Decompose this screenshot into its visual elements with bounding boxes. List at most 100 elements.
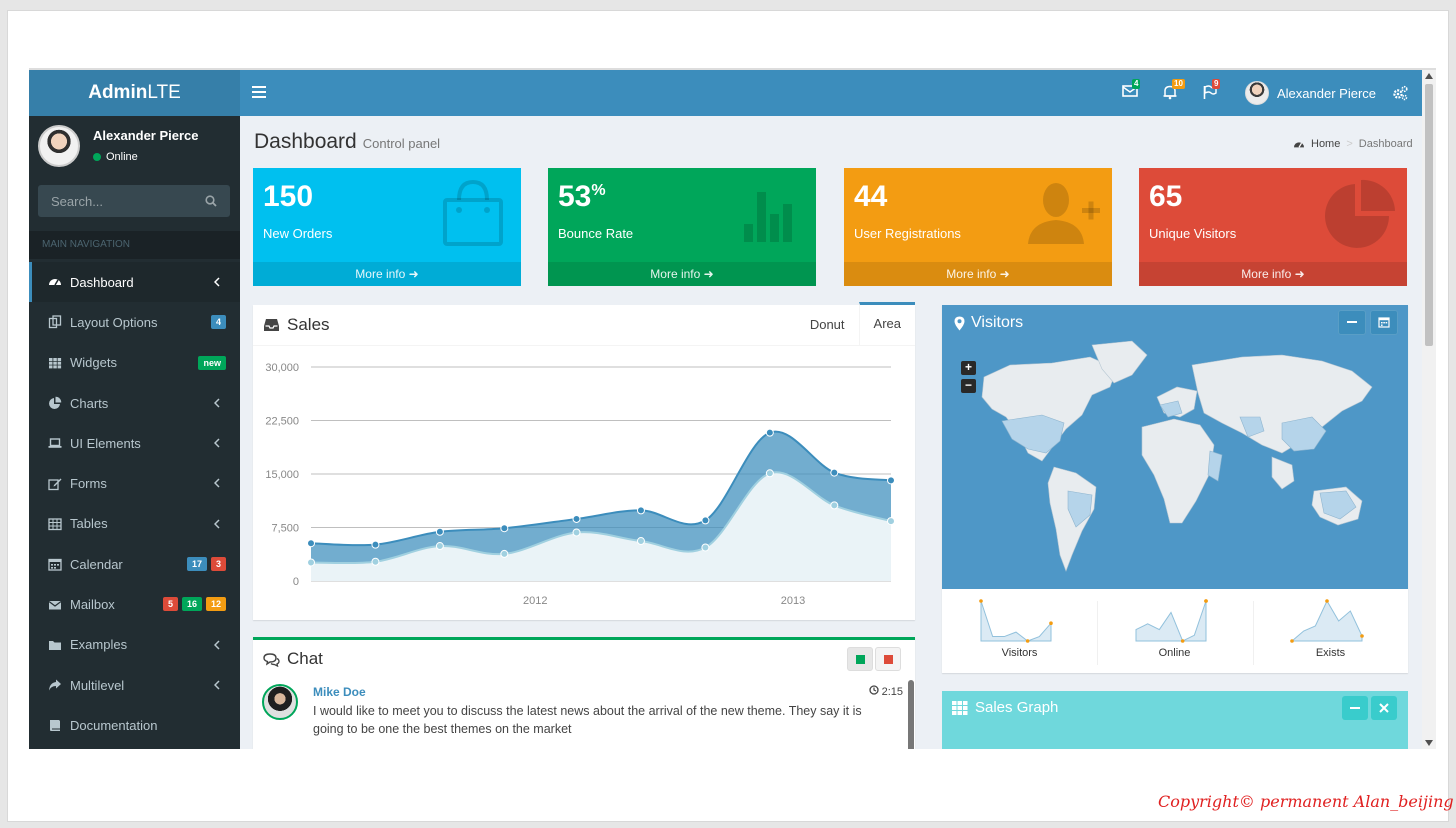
sparkline-point	[1180, 639, 1185, 643]
book-icon	[50, 720, 60, 732]
sidebar-item-widgets[interactable]: Widgets new	[29, 343, 240, 383]
scroll-up-icon[interactable]	[1425, 73, 1433, 79]
user-menu[interactable]: Alexander Pierce	[1245, 81, 1376, 105]
sparkline-point	[1290, 639, 1294, 643]
sparkline-label: Online	[1158, 647, 1191, 659]
avatar	[38, 125, 80, 167]
data-point	[765, 469, 774, 478]
minus-icon	[1350, 707, 1360, 709]
grid-icon	[952, 700, 968, 715]
sidebar-item-label: Examples	[70, 637, 128, 653]
sidebar-item-label: Calendar	[70, 556, 123, 572]
sidebar-item-calendar[interactable]: Calendar 17 3	[29, 544, 240, 584]
gears-icon[interactable]	[1392, 85, 1408, 101]
collapse-button[interactable]	[1342, 696, 1368, 720]
tasks-menu[interactable]: 9	[1202, 79, 1221, 102]
sparkline-point	[1204, 599, 1208, 603]
data-point	[701, 516, 710, 525]
sidebar-item-label: Dashboard	[70, 274, 134, 290]
sparkline-chart	[1290, 599, 1364, 643]
sidebar-item-charts[interactable]: Charts	[29, 383, 240, 423]
sidebar-item-label: Multilevel	[70, 677, 125, 693]
data-point	[371, 557, 380, 566]
user-name: Alexander Pierce	[1277, 85, 1376, 101]
data-point	[636, 506, 645, 515]
chat-message-text: I would like to meet you to discuss the …	[313, 704, 862, 736]
calendar-icon	[1378, 317, 1390, 328]
logo[interactable]: AdminLTE	[29, 70, 240, 116]
sidebar-item-multilevel[interactable]: Multilevel	[29, 665, 240, 705]
series-line	[310, 430, 892, 547]
sales-box: Sales Donut Area 30,000 22,500 15,000 7,500…	[253, 302, 915, 620]
more-info-link[interactable]: More info ➜	[548, 262, 816, 286]
chat-author[interactable]: Mike Doe	[313, 685, 366, 699]
scroll-down-icon[interactable]	[1425, 740, 1433, 746]
visitors-box: Visitors + − Visitors Online Exists	[942, 305, 1408, 673]
sparkline-exists: Exists	[1253, 595, 1408, 667]
data-point	[435, 527, 444, 536]
tab-area[interactable]: Area	[858, 302, 915, 345]
status-offline-button[interactable]	[875, 647, 901, 671]
notifications-menu[interactable]: 10	[1162, 79, 1185, 102]
sidebar-toggle-icon[interactable]	[252, 83, 266, 101]
folder-icon	[49, 640, 61, 650]
breadcrumb-home[interactable]: Home	[1311, 138, 1341, 150]
status-online-button[interactable]	[847, 647, 873, 671]
badge: 4	[210, 315, 226, 330]
stat-label: Bounce Rate	[558, 226, 634, 241]
sparkline-point	[1325, 599, 1329, 603]
sales-graph-box: Sales Graph	[942, 691, 1408, 749]
tab-donut[interactable]: Donut	[809, 317, 845, 332]
zoom-in-button[interactable]: +	[961, 361, 976, 375]
more-info-link[interactable]: More info ➜	[844, 262, 1112, 286]
more-info-link[interactable]: More info ➜	[1139, 262, 1407, 286]
world-map[interactable]: Visitors + −	[942, 305, 1408, 589]
data-point	[636, 537, 645, 546]
sidebar-item-label: Layout Options	[70, 314, 158, 330]
sidebar-item-label: Tables	[70, 516, 108, 532]
scrollbar-thumb[interactable]	[1425, 84, 1433, 346]
data-point	[307, 539, 315, 548]
sidebar-item-forms[interactable]: Forms	[29, 463, 240, 503]
zoom-out-button[interactable]: −	[961, 379, 976, 393]
grid-icon	[49, 357, 62, 369]
stat-label: Unique Visitors	[1149, 226, 1237, 241]
breadcrumb-separator: >	[1346, 138, 1353, 150]
page-subtitle: Control panel	[362, 136, 441, 151]
sidebar-item-ui-elements[interactable]: UI Elements	[29, 423, 240, 463]
arrow-circle-right-icon: ➜	[999, 267, 1010, 281]
sidebar-item-examples[interactable]: Examples	[29, 625, 240, 665]
badge: 12	[205, 597, 226, 612]
sidebar-item-documentation[interactable]: Documentation	[29, 705, 240, 745]
messages-menu[interactable]: 4	[1122, 79, 1141, 102]
collapse-button[interactable]	[1338, 310, 1366, 335]
more-info-link[interactable]: More info ➜	[253, 262, 521, 286]
tasks-badge: 9	[1212, 79, 1221, 89]
sidebar-item-layout-options[interactable]: Layout Options 4	[29, 302, 240, 342]
sparkline-point	[979, 599, 983, 603]
sparkline-chart	[1135, 599, 1208, 643]
data-point	[371, 540, 380, 549]
chat-scrollbar[interactable]	[908, 680, 914, 749]
edit-icon	[48, 478, 62, 490]
envelope-icon	[48, 600, 62, 610]
chevron-left-icon	[214, 277, 220, 287]
sidebar-item-mailbox[interactable]: Mailbox 5 16 12	[29, 584, 240, 624]
stat-label: New Orders	[263, 226, 333, 241]
search-input[interactable]	[39, 186, 199, 216]
sidebar-item-label: Widgets	[70, 355, 117, 371]
chevron-left-icon	[214, 478, 220, 489]
data-point	[307, 558, 315, 567]
sidebar-item-tables[interactable]: Tables	[29, 504, 240, 544]
search-icon[interactable]	[205, 195, 217, 207]
data-point	[500, 524, 509, 533]
series-line	[310, 471, 892, 565]
date-range-button[interactable]	[1370, 310, 1398, 335]
sidebar-item-dashboard[interactable]: Dashboard	[29, 262, 240, 303]
page-scrollbar[interactable]	[1422, 70, 1436, 749]
logo-bold: Admin	[88, 82, 148, 103]
admin-app: AdminLTE 4 10 9 Alexander Pierce	[29, 68, 1436, 749]
top-navbar: 4 10 9 Alexander Pierce	[240, 70, 1422, 116]
logo-light: LTE	[147, 82, 181, 103]
remove-button[interactable]	[1371, 696, 1397, 720]
